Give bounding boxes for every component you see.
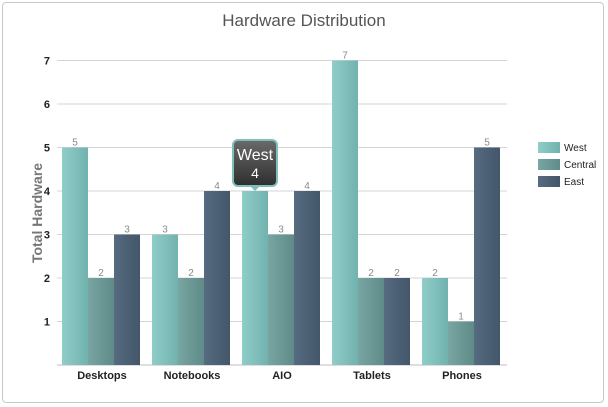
data-label: 2 <box>188 268 194 279</box>
bar-west-notebooks <box>152 234 178 365</box>
y-axis-label: Total Hardware <box>29 163 45 263</box>
bar-central-aio <box>268 234 294 365</box>
data-label: 4 <box>304 181 310 192</box>
bar-west-phones <box>422 278 448 365</box>
y-tick-label: 5 <box>44 143 50 155</box>
legend-swatch-central <box>538 159 560 170</box>
data-label: 4 <box>214 181 220 192</box>
legend-swatch-east <box>538 176 560 187</box>
bar-east-desktops <box>114 234 140 365</box>
bar-east-phones <box>474 147 500 365</box>
y-tick-label: 1 <box>44 317 50 329</box>
y-tick-label: 3 <box>44 230 50 242</box>
data-label: 1 <box>458 312 464 323</box>
x-tick-label: Tablets <box>353 370 391 382</box>
data-label: 2 <box>394 268 400 279</box>
data-label: 2 <box>98 268 104 279</box>
y-tick-label: 4 <box>44 186 51 198</box>
data-label: 7 <box>342 51 348 62</box>
bar-central-phones <box>448 321 474 365</box>
x-tick-label: AIO <box>272 370 292 382</box>
bar-west-aio <box>242 191 268 365</box>
data-label: 5 <box>72 138 78 149</box>
x-tick-label: Notebooks <box>164 370 221 382</box>
y-tick-label: 6 <box>44 99 50 111</box>
bar-west-tablets <box>332 60 358 365</box>
bar-east-notebooks <box>204 191 230 365</box>
bar-central-tablets <box>358 278 384 365</box>
x-tick-label: Phones <box>442 370 482 382</box>
bar-east-aio <box>294 191 320 365</box>
data-label: 2 <box>368 268 374 279</box>
legend-label-west: West <box>564 143 587 154</box>
bar-central-desktops <box>88 278 114 365</box>
data-label: 3 <box>162 225 168 236</box>
legend-label-east: East <box>564 177 584 188</box>
x-tick-label: Desktops <box>77 370 127 382</box>
bar-west-desktops <box>62 147 88 365</box>
y-tick-label: 7 <box>44 56 50 68</box>
chart-title: Hardware Distribution <box>222 11 385 30</box>
data-label: 5 <box>484 138 490 149</box>
tooltip-pointer <box>250 186 260 191</box>
data-label: 2 <box>432 268 438 279</box>
bar-central-notebooks <box>178 278 204 365</box>
tooltip-value: 4 <box>251 165 259 181</box>
tooltip-series: West <box>237 147 274 164</box>
legend-label-central: Central <box>564 160 596 171</box>
legend-swatch-west <box>538 142 560 153</box>
bar-east-tablets <box>384 278 410 365</box>
data-label: 3 <box>278 225 284 236</box>
y-tick-label: 2 <box>44 273 50 285</box>
data-label: 3 <box>124 225 130 236</box>
